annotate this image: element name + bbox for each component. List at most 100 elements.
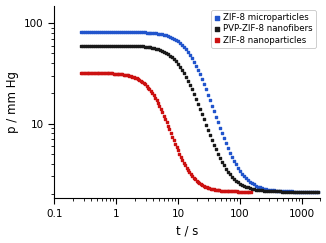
ZIF-8 microparticles bbox=[303, 190, 308, 194]
ZIF-8 nanoparticles bbox=[91, 71, 96, 75]
ZIF-8 nanoparticles bbox=[235, 190, 241, 193]
ZIF-8 nanoparticles bbox=[238, 190, 244, 193]
PVP-ZIF-8 nanofibers bbox=[84, 43, 89, 47]
ZIF-8 nanoparticles bbox=[202, 185, 208, 189]
ZIF-8 microparticles bbox=[86, 30, 91, 34]
ZIF-8 nanoparticles bbox=[184, 166, 189, 170]
PVP-ZIF-8 nanofibers bbox=[162, 50, 167, 54]
ZIF-8 nanoparticles bbox=[130, 75, 135, 78]
ZIF-8 nanoparticles bbox=[96, 71, 101, 75]
PVP-ZIF-8 nanofibers bbox=[201, 118, 207, 122]
ZIF-8 microparticles bbox=[110, 30, 115, 34]
ZIF-8 nanoparticles bbox=[154, 98, 159, 102]
PVP-ZIF-8 nanofibers bbox=[237, 182, 243, 185]
PVP-ZIF-8 nanofibers bbox=[156, 47, 161, 51]
ZIF-8 microparticles bbox=[239, 172, 244, 175]
ZIF-8 microparticles bbox=[174, 38, 179, 42]
ZIF-8 microparticles bbox=[184, 47, 189, 51]
PVP-ZIF-8 nanofibers bbox=[245, 186, 251, 190]
PVP-ZIF-8 nanofibers bbox=[176, 62, 181, 66]
ZIF-8 microparticles bbox=[104, 30, 109, 34]
PVP-ZIF-8 nanofibers bbox=[194, 97, 199, 101]
ZIF-8 microparticles bbox=[114, 30, 119, 34]
PVP-ZIF-8 nanofibers bbox=[110, 44, 115, 48]
PVP-ZIF-8 nanofibers bbox=[291, 190, 296, 194]
PVP-ZIF-8 nanofibers bbox=[86, 43, 91, 47]
ZIF-8 microparticles bbox=[228, 151, 233, 155]
PVP-ZIF-8 nanofibers bbox=[275, 190, 280, 193]
ZIF-8 microparticles bbox=[94, 30, 99, 34]
PVP-ZIF-8 nanofibers bbox=[285, 190, 290, 194]
ZIF-8 microparticles bbox=[106, 30, 111, 34]
ZIF-8 microparticles bbox=[212, 109, 217, 113]
ZIF-8 microparticles bbox=[166, 34, 171, 38]
ZIF-8 microparticles bbox=[261, 187, 266, 191]
ZIF-8 microparticles bbox=[267, 188, 273, 192]
PVP-ZIF-8 nanofibers bbox=[253, 188, 259, 191]
ZIF-8 microparticles bbox=[188, 53, 193, 57]
PVP-ZIF-8 nanofibers bbox=[154, 47, 159, 51]
PVP-ZIF-8 nanofibers bbox=[112, 44, 117, 48]
ZIF-8 nanoparticles bbox=[104, 71, 109, 75]
ZIF-8 microparticles bbox=[146, 31, 151, 35]
ZIF-8 nanoparticles bbox=[183, 163, 188, 167]
PVP-ZIF-8 nanofibers bbox=[226, 170, 231, 174]
ZIF-8 microparticles bbox=[186, 50, 191, 54]
ZIF-8 nanoparticles bbox=[207, 186, 212, 190]
PVP-ZIF-8 nanofibers bbox=[100, 43, 105, 47]
PVP-ZIF-8 nanofibers bbox=[277, 190, 282, 193]
PVP-ZIF-8 nanofibers bbox=[96, 43, 101, 47]
ZIF-8 nanoparticles bbox=[145, 86, 151, 89]
ZIF-8 nanoparticles bbox=[191, 176, 196, 180]
ZIF-8 microparticles bbox=[237, 169, 243, 173]
ZIF-8 microparticles bbox=[182, 45, 187, 49]
ZIF-8 nanoparticles bbox=[160, 110, 165, 114]
PVP-ZIF-8 nanofibers bbox=[104, 44, 109, 48]
PVP-ZIF-8 nanofibers bbox=[82, 43, 87, 47]
ZIF-8 nanoparticles bbox=[148, 89, 154, 93]
PVP-ZIF-8 nanofibers bbox=[94, 43, 99, 47]
ZIF-8 microparticles bbox=[138, 30, 143, 34]
ZIF-8 microparticles bbox=[80, 30, 85, 34]
ZIF-8 microparticles bbox=[78, 30, 83, 34]
PVP-ZIF-8 nanofibers bbox=[228, 172, 233, 176]
PVP-ZIF-8 nanofibers bbox=[315, 190, 320, 194]
ZIF-8 nanoparticles bbox=[192, 177, 198, 181]
ZIF-8 nanoparticles bbox=[197, 181, 202, 185]
ZIF-8 nanoparticles bbox=[120, 72, 125, 76]
PVP-ZIF-8 nanofibers bbox=[289, 190, 294, 194]
ZIF-8 nanoparticles bbox=[107, 71, 112, 75]
PVP-ZIF-8 nanofibers bbox=[224, 167, 229, 171]
PVP-ZIF-8 nanofibers bbox=[88, 43, 94, 47]
ZIF-8 microparticles bbox=[251, 182, 257, 186]
ZIF-8 microparticles bbox=[219, 131, 225, 135]
ZIF-8 nanoparticles bbox=[78, 71, 83, 75]
PVP-ZIF-8 nanofibers bbox=[215, 152, 221, 156]
ZIF-8 microparticles bbox=[126, 30, 131, 34]
ZIF-8 nanoparticles bbox=[181, 161, 186, 165]
PVP-ZIF-8 nanofibers bbox=[281, 190, 287, 193]
PVP-ZIF-8 nanofibers bbox=[241, 184, 246, 188]
PVP-ZIF-8 nanofibers bbox=[192, 92, 197, 96]
ZIF-8 microparticles bbox=[130, 30, 135, 34]
ZIF-8 nanoparticles bbox=[174, 145, 179, 149]
ZIF-8 nanoparticles bbox=[158, 107, 163, 111]
PVP-ZIF-8 nanofibers bbox=[174, 60, 179, 63]
PVP-ZIF-8 nanofibers bbox=[130, 44, 135, 48]
ZIF-8 microparticles bbox=[210, 104, 215, 107]
PVP-ZIF-8 nanofibers bbox=[136, 44, 141, 48]
PVP-ZIF-8 nanofibers bbox=[235, 180, 241, 184]
PVP-ZIF-8 nanofibers bbox=[122, 44, 127, 48]
PVP-ZIF-8 nanofibers bbox=[142, 45, 147, 49]
ZIF-8 nanoparticles bbox=[131, 75, 136, 79]
PVP-ZIF-8 nanofibers bbox=[190, 87, 195, 91]
PVP-ZIF-8 nanofibers bbox=[212, 143, 217, 147]
ZIF-8 nanoparticles bbox=[241, 190, 246, 194]
ZIF-8 microparticles bbox=[291, 190, 296, 193]
PVP-ZIF-8 nanofibers bbox=[230, 175, 235, 179]
ZIF-8 nanoparticles bbox=[98, 71, 103, 75]
PVP-ZIF-8 nanofibers bbox=[305, 190, 310, 194]
ZIF-8 microparticles bbox=[285, 189, 290, 193]
Y-axis label: p / mm Hg: p / mm Hg bbox=[6, 71, 19, 133]
ZIF-8 microparticles bbox=[100, 30, 105, 34]
